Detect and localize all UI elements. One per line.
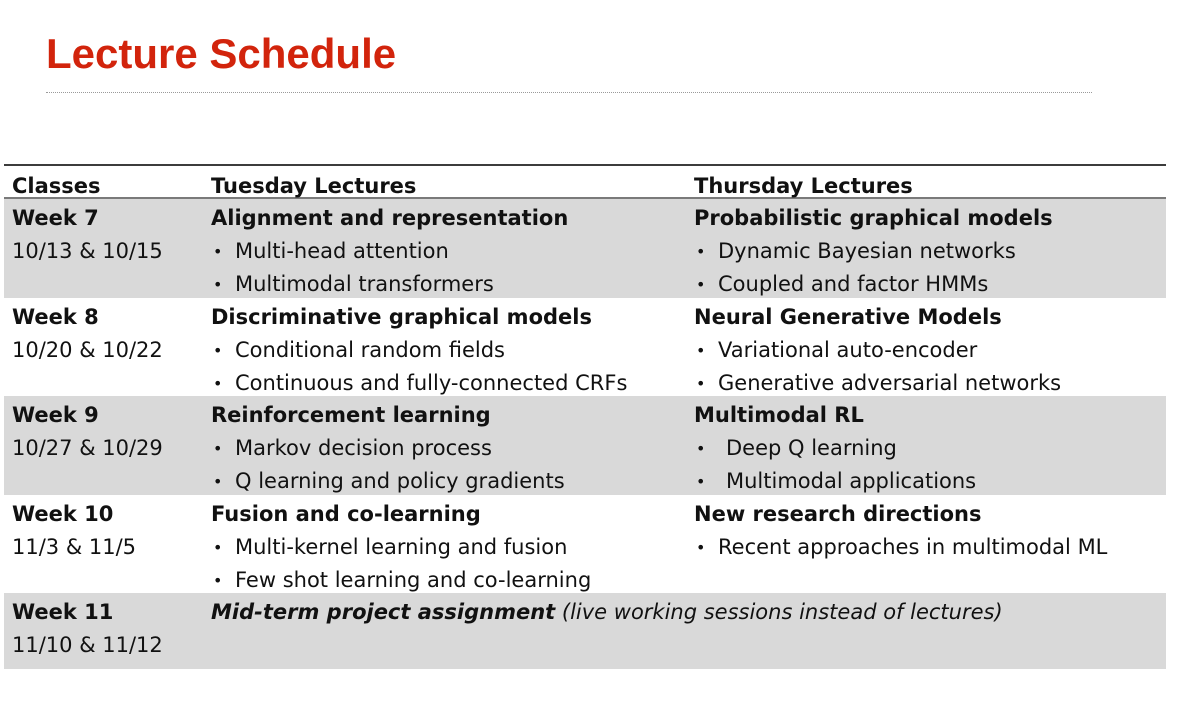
classes-cell: Week 9 10/27 & 10/29	[12, 399, 202, 465]
bullet-icon: •	[213, 472, 223, 491]
week-dates: 11/10 & 11/12	[12, 633, 163, 657]
classes-cell: Week 8 10/20 & 10/22	[12, 301, 202, 367]
lecture-title: New research directions	[694, 501, 982, 526]
list-item: • Few shot learning and co-learning	[211, 564, 686, 597]
list-item: • Multi-kernel learning and fusion	[211, 531, 686, 564]
list-item: • Q learning and policy gradients	[211, 465, 686, 498]
lecture-title: Probabilistic graphical models	[694, 206, 1053, 230]
lecture-title: Fusion and co-learning	[211, 501, 481, 526]
classes-cell: Week 7 10/13 & 10/15	[12, 202, 202, 268]
tuesday-cell: Reinforcement learning • Markov decision…	[211, 399, 686, 498]
table-row-week-11: Week 11 11/10 & 11/12 Mid-term project a…	[4, 593, 1166, 669]
list-item-text: Variational auto-encoder	[718, 337, 978, 362]
header-tuesday: Tuesday Lectures	[211, 174, 417, 198]
table-row-week-7: Week 7 10/13 & 10/15 Alignment and repre…	[4, 199, 1166, 298]
week-label: Week 10	[12, 501, 114, 526]
list-item-text: Deep Q learning	[726, 436, 897, 460]
lecture-title: Neural Generative Models	[694, 304, 1002, 329]
tuesday-cell: Fusion and co-learning • Multi-kernel le…	[211, 498, 686, 597]
lecture-title: Alignment and representation	[211, 206, 569, 230]
header-classes: Classes	[12, 174, 101, 198]
bullet-icon: •	[213, 570, 223, 590]
list-item-text: Markov decision process	[235, 436, 492, 460]
bullet-icon: •	[213, 537, 223, 557]
week-label: Week 11	[12, 600, 114, 624]
tuesday-cell: Discriminative graphical models • Condit…	[211, 301, 686, 400]
slide-title: Lecture Schedule	[46, 30, 397, 77]
bullet-icon: •	[213, 242, 223, 261]
week-label: Week 8	[12, 304, 99, 329]
thursday-cell: Probabilistic graphical models • Dynamic…	[694, 202, 1164, 301]
week-label: Week 9	[12, 403, 99, 427]
thursday-cell: New research directions • Recent approac…	[694, 498, 1164, 564]
list-item-text: Generative adversarial networks	[718, 370, 1062, 395]
table-row-week-10: Week 10 11/3 & 11/5 Fusion and co-learni…	[4, 495, 1166, 594]
week-dates: 10/27 & 10/29	[12, 436, 163, 460]
bullet-icon: •	[696, 242, 706, 261]
list-item-text: Multi-kernel learning and fusion	[235, 534, 568, 559]
lecture-title: Discriminative graphical models	[211, 304, 592, 329]
list-item: • Multimodal transformers	[211, 268, 686, 301]
list-item-text: Multimodal transformers	[235, 272, 494, 296]
bullet-icon: •	[213, 373, 223, 393]
list-item-text: Multimodal applications	[726, 469, 977, 493]
list-item: • Coupled and factor HMMs	[694, 268, 1164, 301]
midterm-note-detail: (live working sessions instead of lectur…	[555, 600, 1003, 624]
title-divider	[46, 92, 1092, 93]
thursday-cell: Neural Generative Models • Variational a…	[694, 301, 1164, 400]
midterm-note: Mid-term project assignment (live workin…	[211, 596, 1161, 629]
header-thursday: Thursday Lectures	[694, 174, 913, 198]
list-item: • Deep Q learning	[694, 432, 1164, 465]
midterm-note-cell: Mid-term project assignment (live workin…	[211, 596, 1161, 629]
list-item: • Markov decision process	[211, 432, 686, 465]
classes-cell: Week 11 11/10 & 11/12	[12, 596, 202, 662]
list-item-text: Continuous and fully-connected CRFs	[235, 370, 628, 395]
bullet-icon: •	[696, 439, 706, 458]
list-item: • Dynamic Bayesian networks	[694, 235, 1164, 268]
lecture-title: Reinforcement learning	[211, 403, 491, 427]
bullet-icon: •	[696, 373, 706, 393]
list-item: • Variational auto-encoder	[694, 334, 1164, 367]
week-dates: 10/20 & 10/22	[12, 337, 163, 362]
list-item-text: Q learning and policy gradients	[235, 469, 565, 493]
lecture-title: Multimodal RL	[694, 403, 864, 427]
bullet-icon: •	[696, 275, 706, 294]
midterm-note-title: Mid-term project assignment	[211, 600, 556, 624]
tuesday-cell: Alignment and representation • Multi-hea…	[211, 202, 686, 301]
week-dates: 11/3 & 11/5	[12, 534, 137, 559]
list-item: • Conditional random fields	[211, 334, 686, 367]
list-item-text: Few shot learning and co-learning	[235, 567, 592, 592]
thursday-cell: Multimodal RL • Deep Q learning • Multim…	[694, 399, 1164, 498]
list-item-text: Recent approaches in multimodal ML	[718, 534, 1108, 559]
list-item: • Multimodal applications	[694, 465, 1164, 498]
bullet-icon: •	[696, 340, 706, 360]
bullet-icon: •	[213, 275, 223, 294]
table-row-week-9: Week 9 10/27 & 10/29 Reinforcement learn…	[4, 396, 1166, 495]
week-dates: 10/13 & 10/15	[12, 239, 163, 263]
list-item-text: Multi-head attention	[235, 239, 449, 263]
list-item-text: Dynamic Bayesian networks	[718, 239, 1016, 263]
bullet-icon: •	[213, 439, 223, 458]
list-item-text: Conditional random fields	[235, 337, 505, 362]
bullet-icon: •	[696, 472, 706, 491]
list-item-text: Coupled and factor HMMs	[718, 272, 989, 296]
week-label: Week 7	[12, 206, 99, 230]
classes-cell: Week 10 11/3 & 11/5	[12, 498, 202, 564]
table-header-row: Classes Tuesday Lectures Thursday Lectur…	[4, 166, 1166, 199]
bullet-icon: •	[696, 537, 706, 557]
list-item: • Recent approaches in multimodal ML	[694, 531, 1164, 564]
table-row-week-8: Week 8 10/20 & 10/22 Discriminative grap…	[4, 298, 1166, 397]
list-item: • Generative adversarial networks	[694, 367, 1164, 400]
schedule-table: Classes Tuesday Lectures Thursday Lectur…	[4, 164, 1166, 669]
bullet-icon: •	[213, 340, 223, 360]
list-item: • Continuous and fully-connected CRFs	[211, 367, 686, 400]
list-item: • Multi-head attention	[211, 235, 686, 268]
